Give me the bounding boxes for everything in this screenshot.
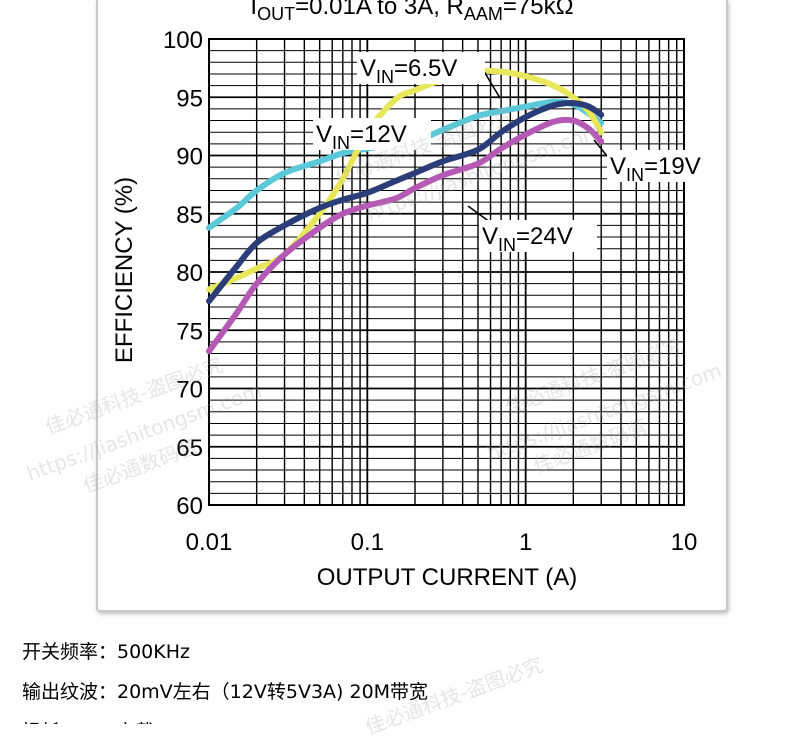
series-labels: VIN=12V VIN=6.5V VIN=19V VIN=24V: [313, 52, 726, 255]
y-tick-label: 80: [176, 260, 203, 287]
series-label-background: [479, 220, 597, 252]
note-output-ripple: 输出纹波：20mV左右（12V转5V3A) 20M带宽: [22, 681, 429, 703]
x-tick-label: 0.01: [186, 529, 233, 556]
chart-title: IOUT=0.01A to 3A, RAAM=75kΩ: [250, 0, 573, 24]
note-losses: 损耗：12V空载7mA: [22, 712, 782, 724]
y-tick-label: 100: [163, 27, 203, 54]
x-tick-label: 0.1: [351, 529, 384, 556]
series-label-background: [607, 150, 726, 182]
series-label-4: VIN=24V: [482, 223, 573, 255]
title-end: =75kΩ: [503, 0, 574, 20]
series-label-background: [313, 118, 431, 150]
y-tick-label: 95: [176, 85, 203, 112]
series-label-background: [357, 52, 485, 84]
y-tick-label: 70: [176, 377, 203, 404]
y-tick-label: 75: [176, 318, 203, 345]
title-main: I: [250, 0, 257, 20]
note-switch-frequency: 开关频率：500KHz: [22, 641, 190, 663]
chart-frame: 0.01 0.1 1 10 60 65 70 75 80 85 90 95 100 VIN=12V VIN…: [96, 0, 728, 612]
series-line-4: [206, 116, 605, 355]
notes: 开关频率：500KHz 输出纹波：20mV左右（12V转5V3A) 20M带宽 …: [22, 632, 782, 724]
title-mid: =0.01A to 3A, R: [295, 0, 464, 20]
x-tick-label: 10: [671, 529, 698, 556]
series-label-2: VIN=6.5V: [360, 55, 457, 87]
series-label-3: VIN=19V: [610, 153, 701, 185]
y-tick-label: 60: [176, 493, 203, 520]
x-axis-label: OUTPUT CURRENT (A): [317, 564, 577, 591]
y-tick-label: 65: [176, 435, 203, 462]
y-tick-label: 85: [176, 202, 203, 229]
title-sub-aam: AAM: [464, 4, 503, 24]
x-tick-label: 1: [519, 529, 532, 556]
plot-border: [208, 38, 685, 506]
series-label-1: VIN=12V: [316, 121, 407, 153]
title-sub-out: OUT: [257, 4, 295, 24]
series-layer: [206, 67, 605, 355]
grid: [208, 38, 684, 506]
y-tick-label: 90: [176, 144, 203, 171]
tick-labels: 0.01 0.1 1 10 60 65 70 75 80 85 90 95 100: [163, 27, 697, 556]
y-axis-label: EFFICIENCY (%): [111, 177, 138, 363]
series-line-3: [206, 100, 605, 305]
